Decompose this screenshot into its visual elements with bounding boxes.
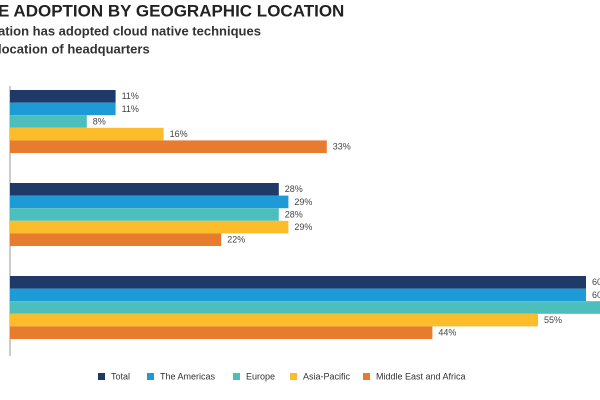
- bar: [10, 127, 164, 141]
- bar: [10, 208, 279, 221]
- bar: [10, 90, 116, 103]
- bar: [10, 195, 289, 209]
- legend-swatch: [290, 373, 297, 380]
- bar: [10, 102, 116, 116]
- value-label: 8%: [93, 116, 106, 126]
- bar: [10, 115, 87, 128]
- chart-subtitle: ation has adopted cloud native technique…: [0, 23, 261, 38]
- bar: [10, 326, 433, 339]
- bar: [10, 220, 289, 234]
- legend-label: The Americas: [160, 371, 216, 381]
- value-label: 11%: [122, 104, 139, 114]
- value-label: 33%: [333, 142, 351, 152]
- chart-title: E ADOPTION BY GEOGRAPHIC LOCATION: [0, 1, 344, 20]
- legend-swatch: [147, 373, 154, 380]
- bar: [10, 288, 586, 302]
- value-label: 60%: [592, 290, 600, 300]
- value-label: 29%: [294, 222, 312, 232]
- legend-label: Total: [111, 371, 130, 381]
- value-label: 55%: [544, 315, 562, 325]
- legend-swatch: [98, 373, 105, 380]
- bar: [10, 313, 538, 327]
- legend-label: Middle East and Africa: [376, 371, 466, 381]
- value-label: 60%: [592, 277, 600, 287]
- value-label: 44%: [438, 328, 456, 338]
- bar: [10, 183, 279, 196]
- value-label: 29%: [294, 197, 312, 207]
- value-label: 28%: [285, 209, 303, 219]
- value-label: 28%: [285, 184, 303, 194]
- legend-swatch: [233, 373, 240, 380]
- value-label: 16%: [170, 129, 188, 139]
- bar: [10, 140, 327, 153]
- bar: [10, 276, 586, 289]
- value-label: 22%: [227, 235, 245, 245]
- legend-label: Europe: [246, 371, 275, 381]
- bar: [10, 301, 600, 314]
- legend-swatch: [363, 373, 370, 380]
- chart-subtitle: location of headquarters: [0, 41, 150, 56]
- value-label: 11%: [122, 91, 139, 101]
- legend-label: Asia-Pacific: [303, 371, 351, 381]
- bar: [10, 233, 222, 246]
